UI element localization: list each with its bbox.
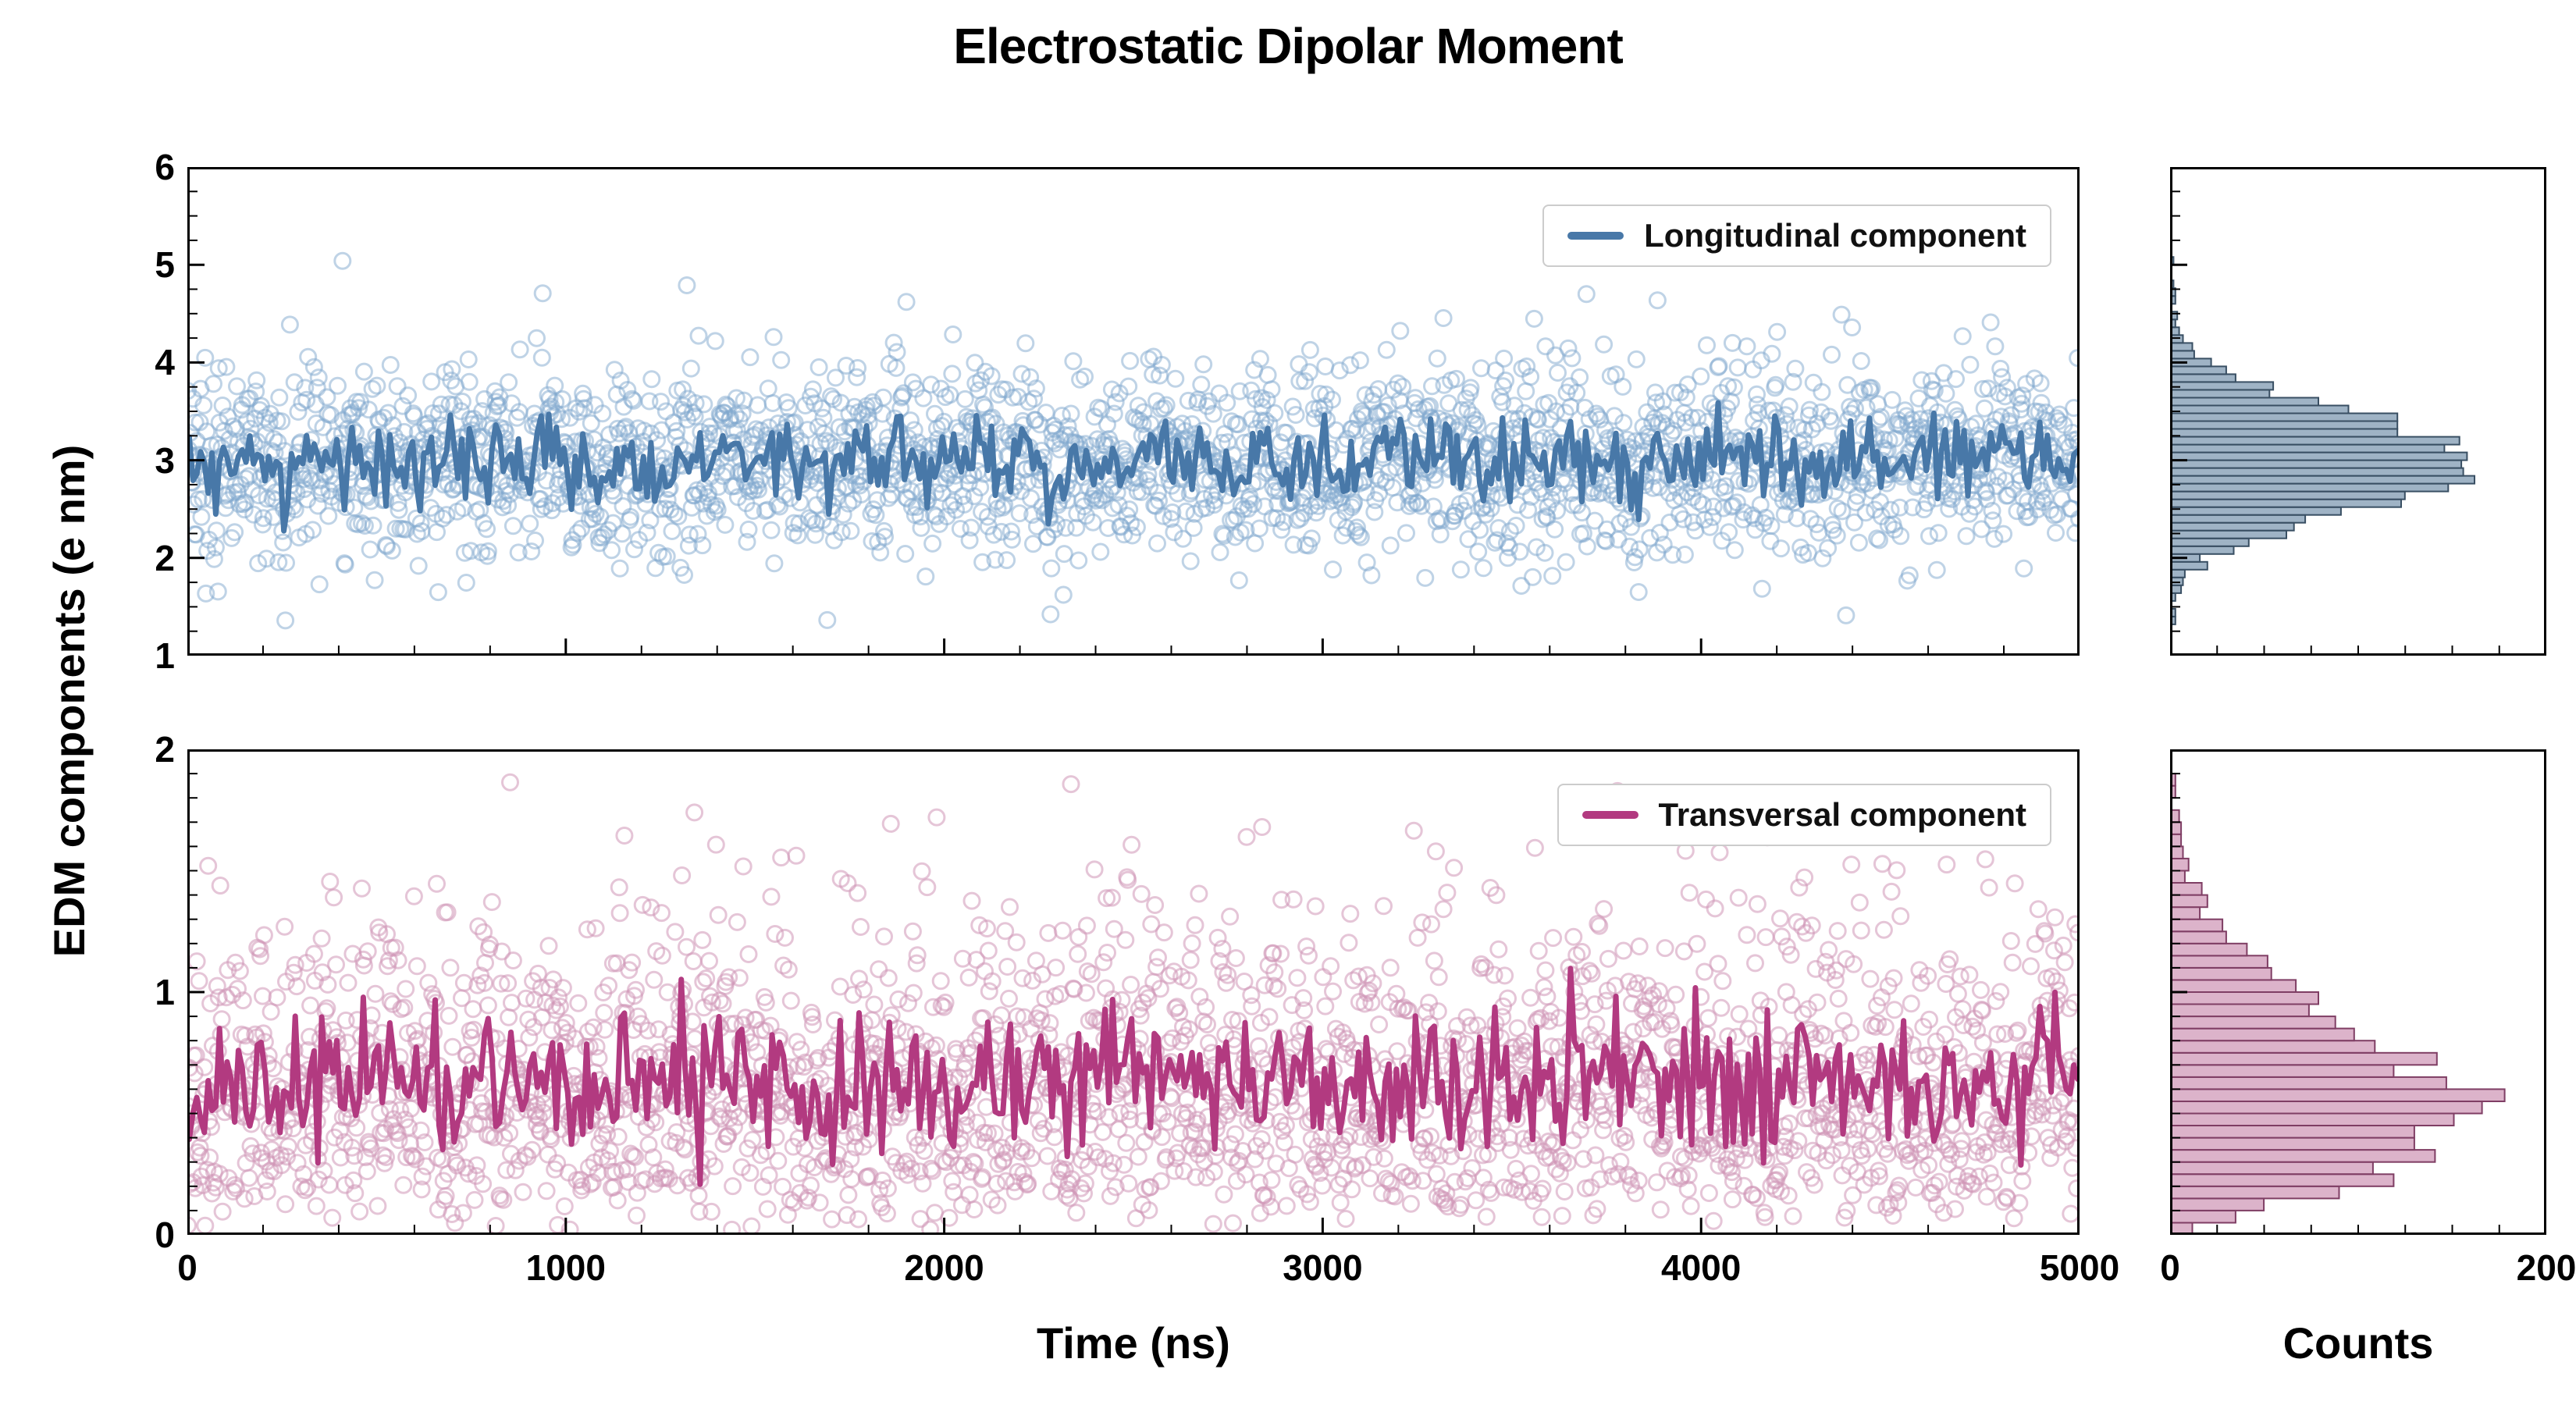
x-axis-label: Time (ns) [1037, 1318, 1230, 1368]
legend-label-longitudinal: Longitudinal component [1644, 217, 2026, 254]
mean-line [187, 966, 2080, 1187]
tick-label: 0 [177, 1247, 197, 1288]
tick-label: 4 [155, 342, 175, 383]
tick-label: 2000 [904, 1247, 984, 1288]
tick-label: 0 [155, 1215, 175, 1255]
tick-label: 5 [155, 244, 175, 286]
legend-line-swatch-transversal [1582, 811, 1638, 819]
tick-label: 5000 [2039, 1247, 2120, 1288]
transversal-histogram-panel [2170, 749, 2546, 1235]
tick-label: 1000 [525, 1247, 606, 1288]
counts-axis-label: Counts [2282, 1318, 2434, 1368]
tick-label: 2 [155, 729, 175, 770]
tick-label: 1 [155, 972, 175, 1012]
tick-label: 0 [2160, 1247, 2180, 1288]
longitudinal-histogram-panel [2170, 167, 2546, 656]
tick-label: 4000 [1661, 1247, 1742, 1288]
legend-transversal: Transversal component [1557, 784, 2051, 846]
legend-label-transversal: Transversal component [1658, 796, 2027, 833]
tick-label: 6 [155, 147, 175, 187]
tick-label: 3000 [1283, 1247, 1363, 1288]
legend-longitudinal: Longitudinal component [1542, 205, 2051, 267]
tick-label: 3 [155, 439, 175, 481]
tick-label: 1 [155, 635, 175, 676]
tick-label: 200 [2516, 1247, 2576, 1288]
histogram-bars [2171, 773, 2506, 1235]
chart-title: Electrostatic Dipolar Moment [953, 18, 1624, 74]
tick-label: 2 [155, 537, 175, 578]
legend-line-swatch-longitudinal [1567, 232, 1624, 240]
histogram-bars [2171, 256, 2475, 625]
mean-line [187, 400, 2080, 534]
longitudinal-plot-panel [187, 167, 2080, 656]
transversal-plot-panel [187, 749, 2080, 1235]
